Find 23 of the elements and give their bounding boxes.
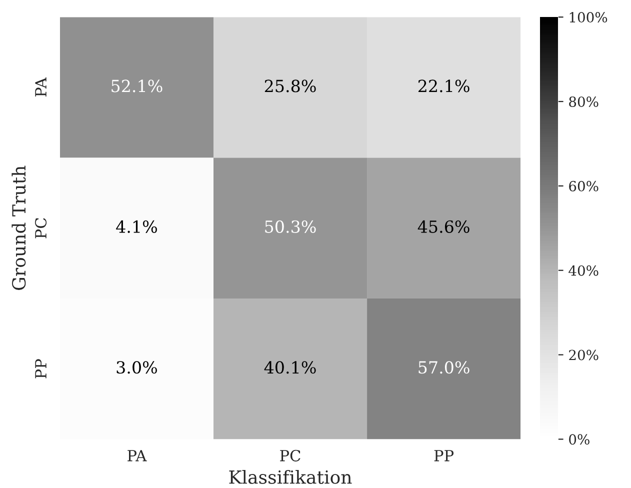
data-label: 22.1% <box>418 80 470 92</box>
y-tick-label: PA <box>35 77 46 97</box>
data-label: 57.0% <box>418 361 470 374</box>
data-label: 45.6% <box>418 220 470 233</box>
y-tick-label: PP <box>35 359 46 378</box>
data-label: 52.1% <box>112 80 162 92</box>
data-label: 25.8% <box>264 80 316 92</box>
color-bar-label: 0% <box>569 434 590 445</box>
color-bar-label: 100% <box>570 12 608 23</box>
color-bar-label: 80% <box>569 96 598 107</box>
data-label: 4.1% <box>116 220 157 233</box>
data-label: 50.3% <box>265 220 316 233</box>
x-tick-label: PA <box>128 450 147 462</box>
x-axis-title: Klassifikation <box>229 470 352 484</box>
data-label: 3.0% <box>116 361 157 374</box>
x-tick-label: PC <box>280 450 300 462</box>
y-tick-label: PC <box>35 218 47 238</box>
y-axis-title: Ground Truth <box>12 166 26 290</box>
color-bar-label: 40% <box>568 265 598 276</box>
color-bar-label: 20% <box>569 350 598 360</box>
data-label: 40.1% <box>264 361 316 374</box>
color-bar-label: 60% <box>569 180 598 192</box>
x-tick-label: PP <box>434 450 454 462</box>
